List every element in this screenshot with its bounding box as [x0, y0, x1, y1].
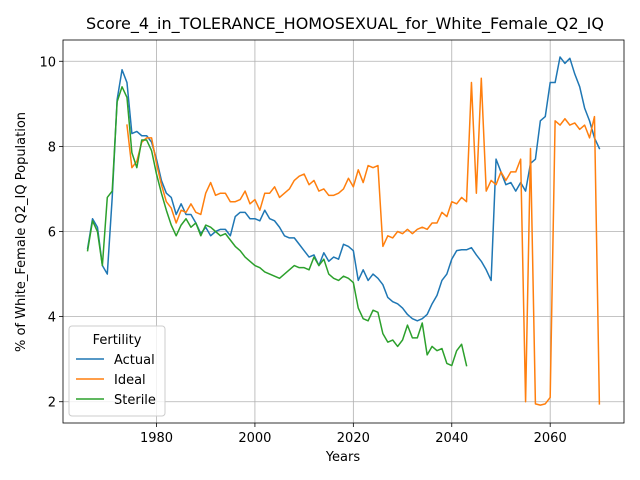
- legend-label-actual: Actual: [114, 353, 155, 368]
- legend: Fertility Actual Ideal Sterile: [68, 325, 166, 417]
- x-tick-label: 2060: [534, 431, 567, 446]
- x-tick-label: 1980: [140, 431, 173, 446]
- legend-label-sterile: Sterile: [114, 393, 156, 408]
- legend-entries: Actual Ideal Sterile: [76, 353, 156, 408]
- series-line-ideal: [126, 77, 601, 406]
- y-tick-label: 8: [48, 140, 56, 155]
- y-tick-label: 6: [48, 226, 56, 241]
- legend-title: Fertility: [93, 333, 142, 348]
- x-tick-label: 2040: [435, 431, 468, 446]
- y-axis-label: % of White_Female Q2_IQ Population: [14, 112, 29, 352]
- y-tick-label: 4: [48, 311, 56, 326]
- x-tick-label: 2020: [337, 431, 370, 446]
- chart-title: Score_4_in_TOLERANCE_HOMOSEXUAL_for_Whit…: [86, 14, 604, 34]
- x-axis: 1980 2000 2020 2040 2060: [140, 423, 567, 446]
- series-layer: [86, 56, 601, 406]
- legend-label-ideal: Ideal: [114, 373, 146, 388]
- y-axis: 2 4 6 8 10: [39, 55, 63, 411]
- series-line-sterile: [86, 86, 468, 367]
- x-axis-label: Years: [325, 450, 361, 465]
- legend-box: [68, 325, 166, 417]
- x-tick-label: 2000: [238, 431, 271, 446]
- y-tick-label: 2: [48, 396, 56, 411]
- y-tick-label: 10: [39, 55, 56, 70]
- series-line-actual: [86, 56, 601, 322]
